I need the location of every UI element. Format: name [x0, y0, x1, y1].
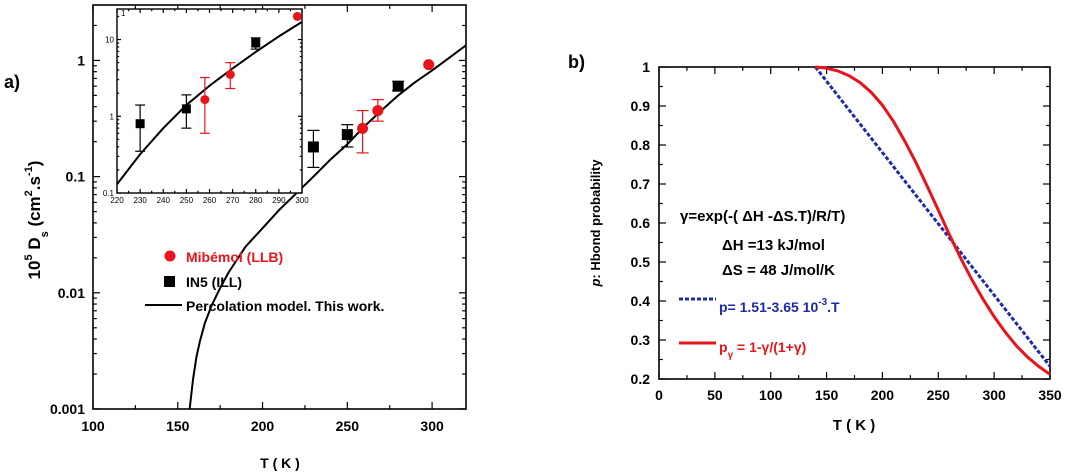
x-tick-label: 300 [295, 196, 309, 205]
x-tick-label: 280 [249, 196, 263, 205]
inset-frame [116, 8, 303, 194]
y-tick-label: 0.1 [103, 189, 115, 198]
x-tick-label: 150 [815, 387, 839, 403]
panel-a-y-axis-label: 105 Ds (cm2.s-1) [23, 161, 51, 280]
data-point-circle [200, 95, 210, 105]
y-tick-label: 1 [110, 112, 115, 121]
data-point-square [135, 119, 145, 129]
data-point-circle [357, 122, 369, 134]
data-point-circle [225, 70, 235, 80]
y-tick-label: 0.3 [631, 332, 651, 348]
panel-a-tick-labels: 100 150 200 250 300 0.001 0.01 0.1 1 [50, 52, 444, 434]
panel-b-x-axis-label: T ( K ) [833, 417, 876, 434]
y-tick-label: 0.001 [50, 401, 85, 417]
panel-a: a) 100 150 200 250 300 0.001 0.01 0.1 1 105 Ds (… [4, 4, 467, 471]
x-tick-label: 290 [272, 196, 286, 205]
inset-model-curve [116, 21, 303, 185]
x-tick-label: 0 [655, 387, 663, 403]
y-tick-label: 0.01 [58, 285, 85, 301]
y-tick-label: 0.6 [631, 215, 651, 231]
panel-b-tick-labels: 0 50 100 150 200 250 300 350 0.2 0.3 0.4 0.5 0.6 0.7 0… [631, 59, 1062, 403]
legend-marker-mibemol [164, 250, 176, 262]
panel-b: b) 0 50 100 150 200 250 300 3500.20.30.40.50.60… [568, 52, 1062, 434]
panel-b-label: b) [568, 52, 585, 72]
panel-a-plot-frame [92, 4, 467, 410]
y-tick-label: 1 [642, 59, 650, 75]
panel-a-data-points [307, 59, 435, 169]
panel-a-label: a) [4, 72, 20, 92]
legend-label-in5: IN5 (ILL) [186, 274, 242, 290]
y-tick-label: 0.5 [631, 254, 651, 270]
legend-label-mibemol: Mibémol (LLB) [186, 249, 283, 265]
inset-data-points [135, 11, 302, 152]
data-point-square [341, 129, 353, 141]
inset-tick-labels: 220 230 240 250 260 270 280 290 300 0.1 1 10 [103, 36, 309, 205]
x-tick-label: 50 [707, 387, 723, 403]
x-tick-label: 250 [180, 196, 194, 205]
data-point-circle [292, 11, 302, 21]
x-tick-label: 240 [157, 196, 171, 205]
x-tick-label: 300 [420, 418, 444, 434]
x-tick-label: 300 [982, 387, 1006, 403]
panel-b-y-axis-label: p: Hbond probability [588, 159, 603, 288]
data-point-circle [423, 59, 435, 71]
inset-corner-label: 1 [121, 9, 126, 18]
x-tick-label: 200 [251, 418, 275, 434]
x-tick-label: 350 [1038, 387, 1062, 403]
x-tick-label: 250 [336, 418, 360, 434]
pgamma-curve-line [815, 65, 1051, 376]
legend-label-model: Percolation model. This work. [186, 298, 384, 314]
x-tick-label: 220 [110, 196, 124, 205]
data-point-circle [372, 105, 384, 117]
x-tick-label: 100 [81, 418, 105, 434]
annotation-delta-h: ΔH =13 kJ/mol [722, 237, 825, 254]
linear-fit-line [814, 66, 1052, 368]
data-point-square [251, 38, 261, 48]
y-tick-label: 1 [77, 52, 85, 68]
y-tick-label: 10 [105, 36, 114, 45]
data-point-square [392, 80, 404, 92]
panel-a-x-axis-label: T ( K ) [260, 455, 300, 471]
inset-curve-line [116, 21, 303, 185]
x-tick-label: 250 [927, 387, 951, 403]
y-tick-label: 0.8 [631, 137, 651, 153]
panel-b-ticks [658, 66, 1051, 380]
panel-b-legend: p= 1.51-3.65 10-3.T pγ = 1-γ/(1+γ) [679, 297, 840, 361]
x-tick-label: 260 [203, 196, 217, 205]
y-tick-label: 0.7 [631, 176, 651, 192]
y-tick-label: 0.2 [631, 371, 651, 387]
panel-a-inset: 1 220 230 240 250 260 270 280 290 300 0.1 1 10 [103, 8, 309, 205]
inset-ticks [116, 9, 303, 194]
x-tick-label: 150 [166, 418, 190, 434]
annotation-delta-s: ΔS = 48 J/mol/K [722, 262, 835, 279]
y-tick-label: 0.1 [66, 169, 86, 185]
y-tick-label: 0.9 [631, 98, 651, 114]
y-tick-label: 0.4 [631, 293, 651, 309]
data-point-square [181, 104, 191, 114]
legend-label-linear: p= 1.51-3.65 10-3.T [719, 297, 840, 315]
panel-b-lines [814, 65, 1052, 376]
data-point-square [307, 141, 319, 153]
x-tick-label: 230 [133, 196, 147, 205]
legend-label-pgamma: pγ = 1-γ/(1+γ) [719, 339, 806, 361]
x-tick-label: 270 [226, 196, 240, 205]
x-tick-label: 100 [759, 387, 783, 403]
panel-a-model-curve [188, 44, 467, 410]
legend-marker-in5 [164, 276, 175, 287]
x-tick-label: 200 [871, 387, 895, 403]
annotation-gamma-formula: γ=exp(-( ΔH -ΔS.T)/R/T) [680, 208, 845, 225]
panel-a-legend: Mibémol (LLB) IN5 (ILL) Percolation mode… [145, 249, 384, 314]
model-curve-line [188, 44, 467, 410]
